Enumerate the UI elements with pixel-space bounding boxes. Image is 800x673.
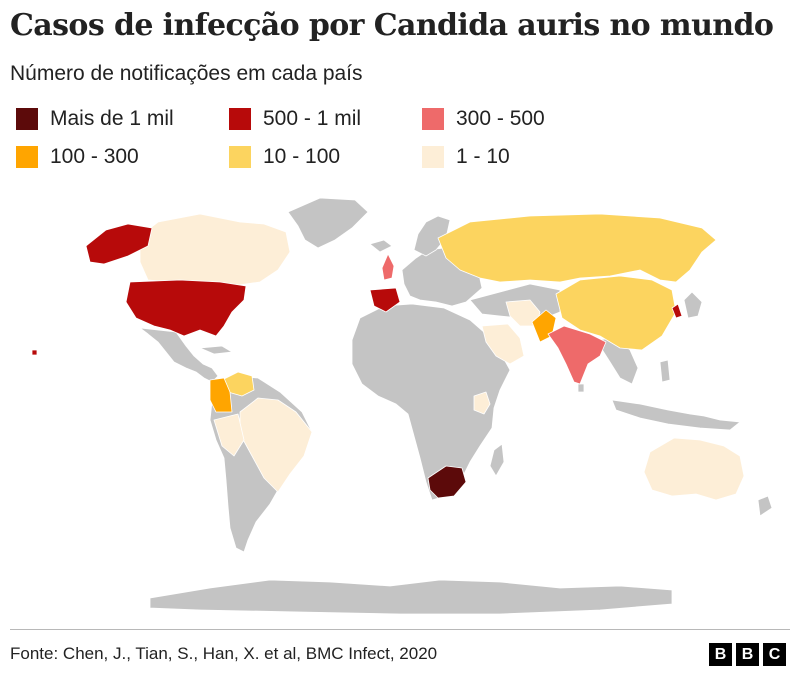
legend-swatch: [229, 108, 251, 130]
legend-label: 300 - 500: [456, 107, 545, 130]
iceland: [369, 239, 393, 253]
bbc-logo-letter: B: [736, 643, 759, 666]
country-saudi-arabia: [481, 323, 525, 365]
country-spain: [369, 287, 401, 313]
legend-item-over-1000: Mais de 1 mil: [16, 104, 174, 134]
country-brazil: [239, 397, 313, 493]
country-united-states: [125, 279, 247, 337]
country-alaska: [85, 223, 153, 265]
legend-label: 10 - 100: [263, 145, 341, 168]
legend-item-300-500: 300 - 500: [422, 104, 545, 134]
country-canada: [139, 213, 291, 287]
legend-item-1-10: 1 - 10: [422, 142, 510, 172]
chart-title: Casos de infecção por Candida auris no m…: [10, 8, 774, 43]
legend-swatch: [422, 108, 444, 130]
mexico-central-america: [139, 327, 219, 383]
legend-item-100-300: 100 - 300: [16, 142, 139, 172]
indonesia: [611, 399, 741, 431]
scandinavia: [413, 215, 451, 257]
bbc-logo-letter: C: [763, 643, 786, 666]
country-south-africa: [427, 465, 467, 499]
chart-subtitle: Número de notificações em cada país: [10, 62, 363, 85]
country-china: [555, 275, 677, 351]
country-south-korea: [671, 303, 683, 319]
caribbean: [199, 345, 233, 355]
source-note: Fonte: Chen, J., Tian, S., Han, X. et al…: [10, 644, 438, 663]
legend-swatch: [229, 146, 251, 168]
bbc-logo: B B C: [709, 643, 786, 666]
madagascar: [489, 443, 505, 477]
greenland: [287, 197, 369, 249]
antarctica: [149, 579, 673, 615]
legend: Mais de 1 mil 500 - 1 mil 300 - 500 100 …: [16, 104, 616, 176]
country-united-kingdom: [381, 253, 395, 281]
legend-label: Mais de 1 mil: [50, 107, 174, 130]
japan: [683, 291, 703, 319]
world-map: [31, 197, 773, 615]
legend-item-10-100: 10 - 100: [229, 142, 340, 172]
new-zealand: [757, 495, 773, 517]
philippines: [659, 359, 671, 383]
legend-label: 1 - 10: [456, 145, 510, 168]
country-hawaii: [31, 349, 38, 356]
legend-swatch: [422, 146, 444, 168]
legend-label: 100 - 300: [50, 145, 139, 168]
countries-with-cases: [31, 213, 745, 501]
legend-item-500-1000: 500 - 1 mil: [229, 104, 361, 134]
bbc-logo-letter: B: [709, 643, 732, 666]
legend-label: 500 - 1 mil: [263, 107, 362, 130]
sri-lanka: [577, 383, 585, 393]
country-australia: [643, 437, 745, 501]
country-peru: [213, 413, 245, 457]
country-russia: [437, 213, 717, 283]
country-kenya: [473, 391, 491, 415]
legend-swatch: [16, 108, 38, 130]
country-colombia: [209, 377, 233, 413]
africa: [351, 303, 511, 501]
country-india: [547, 325, 607, 385]
legend-swatch: [16, 146, 38, 168]
footer-divider: [10, 629, 790, 630]
